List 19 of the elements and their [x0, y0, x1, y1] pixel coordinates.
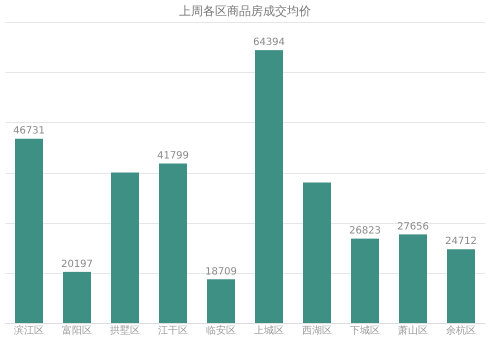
x-tick-label: 余杭区: [446, 324, 476, 336]
x-tick-label: 临安区: [206, 324, 236, 336]
x-tick-label: 拱墅区: [110, 324, 140, 336]
x-tick-label: 滨江区: [14, 324, 44, 336]
data-label: 24712: [445, 236, 477, 248]
data-label: 41799: [157, 150, 189, 162]
x-tick-label: 西湖区: [302, 324, 332, 336]
x-tick-label: 上城区: [254, 324, 284, 336]
data-label: 64394: [253, 37, 285, 48]
x-tick-label: 江干区: [158, 324, 188, 336]
data-label: 20197: [61, 258, 93, 270]
data-label: 46731: [13, 126, 45, 137]
x-tick-label: 富阳区: [62, 324, 92, 336]
data-label: 27656: [397, 221, 429, 232]
chart-title: 上周各区商品房成交均价: [179, 4, 311, 18]
x-tick-label: 下城区: [350, 324, 380, 336]
x-tick-label: 萧山区: [398, 324, 428, 336]
data-label: 26823: [349, 226, 381, 237]
data-label: 18709: [205, 266, 237, 278]
